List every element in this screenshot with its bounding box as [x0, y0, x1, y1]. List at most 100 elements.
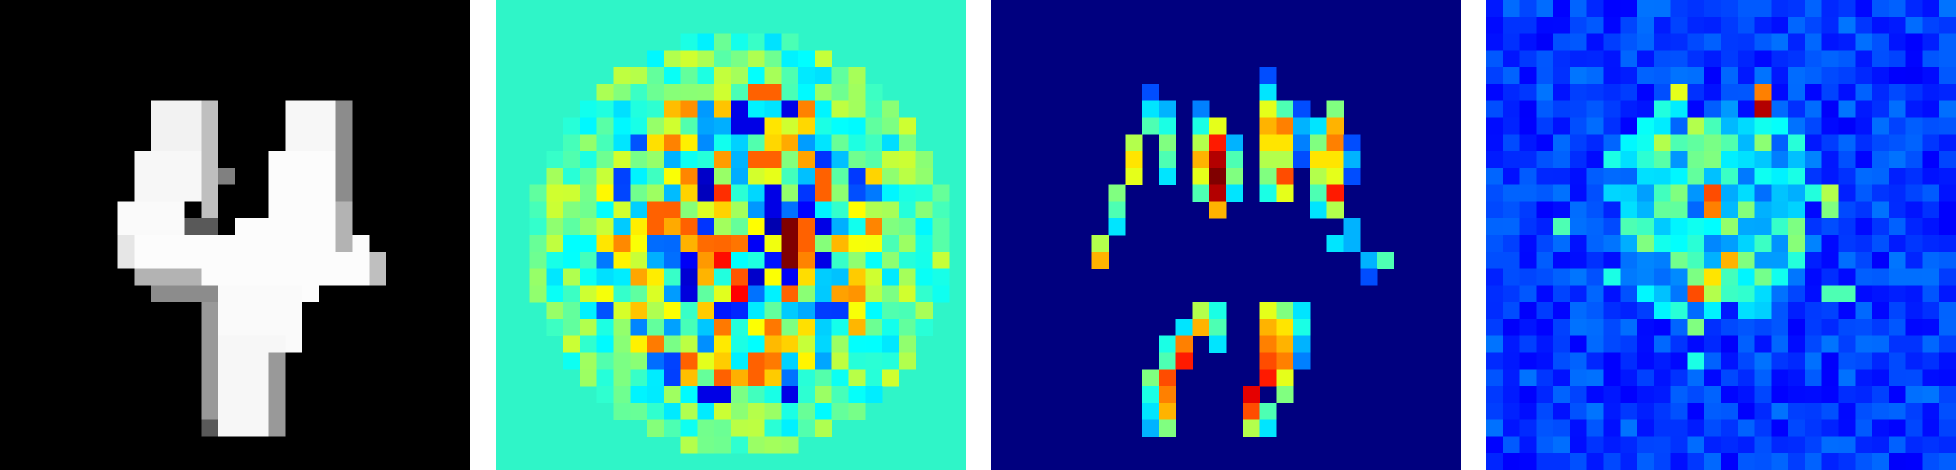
digit-pixel [335, 318, 353, 337]
signed-attr-pixel [848, 184, 866, 202]
positive-attr-pixel [1209, 302, 1227, 320]
positive-attr-pixel [1192, 151, 1210, 169]
positive-attr-pixel [1142, 117, 1160, 135]
digit-pixel [50, 285, 68, 303]
noisy-attr-pixel [1603, 184, 1621, 202]
noisy-attr-pixel [1838, 201, 1856, 219]
digit-pixel [16, 100, 34, 118]
noisy-attr-pixel [1788, 369, 1806, 387]
noisy-attr-pixel [1670, 235, 1688, 253]
signed-attr-pixel [529, 251, 547, 269]
positive-attr-pixel [1158, 352, 1176, 370]
digit-pixel [134, 268, 152, 286]
digit-pixel [33, 83, 51, 102]
noisy-attr-pixel [1603, 151, 1621, 169]
noisy-attr-pixel [1804, 0, 1823, 18]
noisy-attr-pixel [1687, 235, 1705, 253]
digit-pixel [436, 184, 454, 202]
signed-attr-pixel [798, 167, 816, 185]
noisy-attr-pixel [1586, 83, 1604, 102]
noisy-attr-pixel [1536, 335, 1554, 353]
digit-pixel [50, 402, 68, 420]
noisy-attr-pixel [1888, 318, 1906, 337]
digit-pixel [167, 33, 185, 51]
digit-pixel [167, 218, 185, 236]
signed-attr-pixel [865, 369, 883, 387]
signed-attr-pixel [579, 285, 598, 303]
signed-attr-pixel [663, 201, 681, 219]
signed-attr-pixel [898, 352, 916, 370]
noisy-attr-pixel [1838, 285, 1856, 303]
signed-attr-pixel [630, 201, 648, 219]
digit-pixel [251, 151, 269, 169]
signed-attr-pixel [546, 285, 564, 303]
signed-attr-pixel [848, 285, 866, 303]
digit-pixel [0, 0, 18, 18]
digit-pixel [201, 419, 219, 437]
signed-attr-pixel [680, 218, 698, 236]
digit-pixel [33, 402, 51, 420]
noisy-attr-pixel [1888, 67, 1906, 85]
signed-attr-pixel [781, 218, 799, 236]
digit-pixel [50, 318, 68, 337]
digit-pixel [83, 167, 102, 185]
digit-pixel [184, 16, 202, 34]
signed-attr-pixel [848, 302, 866, 320]
noisy-attr-pixel [1586, 335, 1604, 353]
positive-attr-pixel [1091, 235, 1109, 253]
noisy-attr-pixel [1653, 117, 1671, 135]
digit-pixel [419, 0, 437, 18]
noisy-attr-pixel [1939, 50, 1956, 68]
noisy-attr-pixel [1721, 67, 1739, 85]
signed-attr-pixel [563, 318, 581, 337]
digit-pixel [436, 285, 454, 303]
digit-pixel [218, 251, 236, 269]
signed-attr-pixel [714, 50, 732, 68]
signed-attr-pixel [781, 235, 799, 253]
signed-attr-pixel [714, 402, 732, 420]
signed-attr-pixel [932, 184, 950, 202]
noisy-attr-pixel [1821, 251, 1839, 269]
signed-attr-pixel [579, 268, 598, 286]
noisy-attr-pixel [1502, 419, 1520, 437]
digit-pixel [251, 285, 269, 303]
noisy-attr-pixel [1737, 167, 1755, 185]
digit-pixel [302, 134, 320, 152]
digit-pixel [386, 167, 404, 185]
digit-pixel [268, 235, 286, 253]
signed-attr-pixel [764, 167, 782, 185]
digit-pixel [436, 251, 454, 269]
noisy-attr-pixel [1603, 302, 1621, 320]
digit-pixel [268, 201, 286, 219]
signed-attr-pixel [613, 201, 631, 219]
digit-pixel [151, 134, 169, 152]
positive-attr-pixel [1343, 134, 1361, 152]
digit-pixel [201, 318, 219, 337]
digit-pixel [302, 167, 320, 185]
digit-pixel [285, 218, 303, 236]
noisy-attr-pixel [1553, 50, 1571, 68]
digit-pixel [419, 184, 437, 202]
signed-attr-pixel [798, 50, 816, 68]
digit-pixel [83, 251, 102, 269]
noisy-attr-pixel [1687, 251, 1705, 269]
digit-pixel [67, 33, 85, 51]
signed-attr-pixel [764, 184, 782, 202]
digit-pixel [285, 151, 303, 169]
digit-pixel [134, 402, 152, 420]
signed-attr-pixel [697, 386, 715, 404]
noisy-attr-pixel [1502, 184, 1520, 202]
signed-attr-pixel [647, 285, 665, 303]
signed-attr-pixel [764, 285, 782, 303]
noisy-attr-pixel [1838, 33, 1856, 51]
digit-pixel [100, 235, 118, 253]
noisy-attr-pixel [1855, 369, 1873, 387]
digit-pixel [151, 268, 169, 286]
noisy-attr-pixel [1687, 100, 1705, 118]
digit-pixel [184, 386, 202, 404]
digit-pixel [218, 419, 236, 437]
noisy-attr-pixel [1603, 50, 1621, 68]
signed-attr-pixel [680, 369, 698, 387]
noisy-attr-pixel [1872, 151, 1890, 169]
signed-attr-pixel [630, 251, 648, 269]
